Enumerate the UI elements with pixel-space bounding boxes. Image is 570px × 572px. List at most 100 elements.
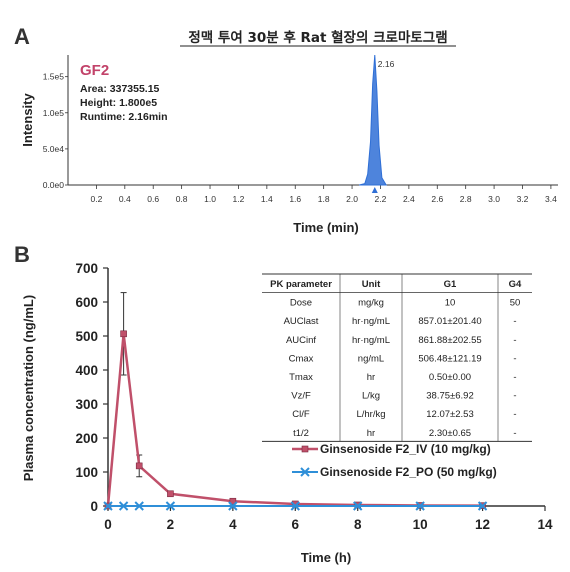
panel-b-x-tick-label: 4 xyxy=(229,517,237,532)
panel-a-x-tick-label: 0.4 xyxy=(119,194,131,204)
panel-a-x-tick-label: 2.4 xyxy=(403,194,415,204)
table-cell: 857.01±201.40 xyxy=(418,316,481,327)
po-point xyxy=(134,501,144,511)
table-cell: Cl/F xyxy=(292,409,310,420)
compound-name: GF2 xyxy=(80,62,109,79)
pk-parameter-table: PK parameter Unit G1 G4 Dose mg/kg 10 50 AUClast… xyxy=(262,273,532,442)
panel-a-x-tick-label: 1.6 xyxy=(289,194,301,204)
iv-point xyxy=(229,497,237,505)
panel-b-x-tick-label: 8 xyxy=(354,517,362,532)
table-cell: - xyxy=(513,372,516,383)
table-cell: - xyxy=(513,353,516,364)
table-cell: - xyxy=(513,409,516,420)
panel-a-title: 정맥 투여 30분 후 Rat 혈장의 크로마토그램 xyxy=(188,29,447,46)
po-point xyxy=(290,501,300,511)
panel-b-x-tick-label: 6 xyxy=(292,517,300,532)
panel-a-x-tick-label: 2.8 xyxy=(460,194,472,204)
panel-a-x-tick-label: 3.0 xyxy=(488,194,500,204)
panel-a-x-tick-label: 0.8 xyxy=(176,194,188,204)
panel-a-x-tick-label: 2.0 xyxy=(346,194,358,204)
panel-a-y-tick-label: 1.5e5 xyxy=(43,72,65,82)
panel-b-y-tick-label: 600 xyxy=(75,295,98,310)
po-point xyxy=(415,501,425,511)
po-point xyxy=(118,501,129,511)
table-cell: Cmax xyxy=(289,353,314,364)
panel-b-letter: B xyxy=(14,242,30,267)
panel-b-x-tick-label: 2 xyxy=(167,517,175,532)
iv-point xyxy=(167,490,174,498)
panel-b-y-tick-label: 300 xyxy=(75,397,98,412)
table-cell: AUCinf xyxy=(286,335,316,346)
panel-a-x-tick-label: 1.0 xyxy=(204,194,216,204)
panel-a-chromatogram: A 정맥 투여 30분 후 Rat 혈장의 크로마토그램 0.2 0.4 0.6 0.… xyxy=(14,24,558,235)
table-cell: 38.75±6.92 xyxy=(426,391,473,402)
panel-a-x-tick-label: 1.2 xyxy=(233,194,245,204)
panel-b-x-tick-label: 12 xyxy=(475,517,490,532)
table-cell: - xyxy=(513,428,516,439)
peak-height-text: Height: 1.800e5 xyxy=(80,97,157,109)
panel-a-ylabel: Intensity xyxy=(20,93,35,147)
po-point xyxy=(477,501,488,511)
peak-label: 2.16 xyxy=(378,59,395,69)
panel-a-peak: 2.16 xyxy=(359,54,395,193)
table-cell: t1/2 xyxy=(293,428,309,439)
panel-b-y-tick-label: 200 xyxy=(75,431,98,446)
panel-b-y-tick-label: 500 xyxy=(75,329,98,344)
iv-point xyxy=(135,462,143,470)
panel-b-y-tick-label: 400 xyxy=(75,363,98,378)
panel-b-xlabel: Time (h) xyxy=(301,550,351,565)
panel-a-y-tick-label: 5.0e4 xyxy=(43,144,65,154)
panel-b-y-tick-label: 100 xyxy=(75,465,98,480)
chromatogram-peak xyxy=(359,54,388,186)
panel-b-ticks: 0 2 4 6 8 10 12 14 0 100 200 300 400 500 600 700 xyxy=(75,261,553,532)
panel-a-x-tick-label: 2.2 xyxy=(375,194,387,204)
table-cell: - xyxy=(513,316,516,327)
table-cell: Tmax xyxy=(289,372,313,383)
table-cell: hr xyxy=(367,372,375,383)
table-cell: Vz/F xyxy=(291,391,311,402)
panel-a-x-tick-label: 2.6 xyxy=(431,194,443,204)
table-header-cell: G4 xyxy=(509,279,522,290)
panel-a-x-tick-label: 0.6 xyxy=(147,194,159,204)
panel-b-x-tick-label: 14 xyxy=(537,517,553,532)
table-cell: - xyxy=(513,391,516,402)
panel-a-x-tick-label: 1.8 xyxy=(318,194,330,204)
iv-point xyxy=(120,330,127,338)
table-cell: 861.88±202.55 xyxy=(418,335,481,346)
table-cell: mg/kg xyxy=(358,298,384,309)
panel-b-y-tick-label: 0 xyxy=(90,499,98,514)
panel-a-xlabel: Time (min) xyxy=(293,220,359,235)
panel-a-y-tick-label: 1.0e5 xyxy=(43,108,65,118)
table-header-cell: Unit xyxy=(362,279,381,290)
panel-b-legend: Ginsenoside F2_IV (10 mg/kg) Ginsenoside … xyxy=(292,442,497,479)
table-cell: L/hr/kg xyxy=(356,409,385,420)
table-cell: 12.07±2.53 xyxy=(426,409,473,420)
table-cell: ng/mL xyxy=(358,353,384,364)
legend-iv-label: Ginsenoside F2_IV (10 mg/kg) xyxy=(320,442,491,456)
legend-iv-marker xyxy=(301,445,309,453)
table-cell: hr xyxy=(367,428,375,439)
peak-marker-icon xyxy=(371,187,378,193)
table-header-cell: PK parameter xyxy=(270,279,332,290)
table-cell: 50 xyxy=(510,298,521,309)
panel-b-y-tick-label: 700 xyxy=(75,261,98,276)
panel-b-ylabel: Plasma concentration (ng/mL) xyxy=(21,295,36,481)
table-cell: Dose xyxy=(290,298,312,309)
legend-po-label: Ginsenoside F2_PO (50 mg/kg) xyxy=(320,465,497,479)
panel-a-x-tick-label: 0.2 xyxy=(90,194,102,204)
peak-area-text: Area: 337355.15 xyxy=(80,83,160,95)
table-cell: - xyxy=(513,335,516,346)
panel-b-pk-profile: B 0 2 4 6 8 10 12 14 0 100 200 300 400 500 600 700 Plas… xyxy=(14,242,553,565)
panel-b-series xyxy=(103,292,488,511)
po-point xyxy=(165,501,176,511)
runtime-text: Runtime: 2.16min xyxy=(80,111,168,123)
table-cell: hr·ng/mL xyxy=(352,335,390,346)
panel-a-x-tick-label: 1.4 xyxy=(261,194,273,204)
legend-po-marker xyxy=(300,467,310,477)
table-cell: AUClast xyxy=(284,316,319,327)
table-header-cell: G1 xyxy=(444,279,457,290)
table-cell: 0.50±0.00 xyxy=(429,372,471,383)
panel-b-x-tick-label: 0 xyxy=(104,517,112,532)
po-point xyxy=(228,501,238,511)
